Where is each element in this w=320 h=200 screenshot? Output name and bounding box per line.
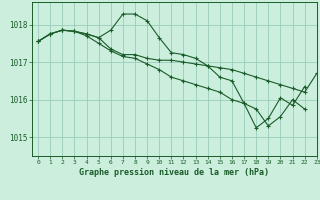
X-axis label: Graphe pression niveau de la mer (hPa): Graphe pression niveau de la mer (hPa): [79, 168, 269, 177]
